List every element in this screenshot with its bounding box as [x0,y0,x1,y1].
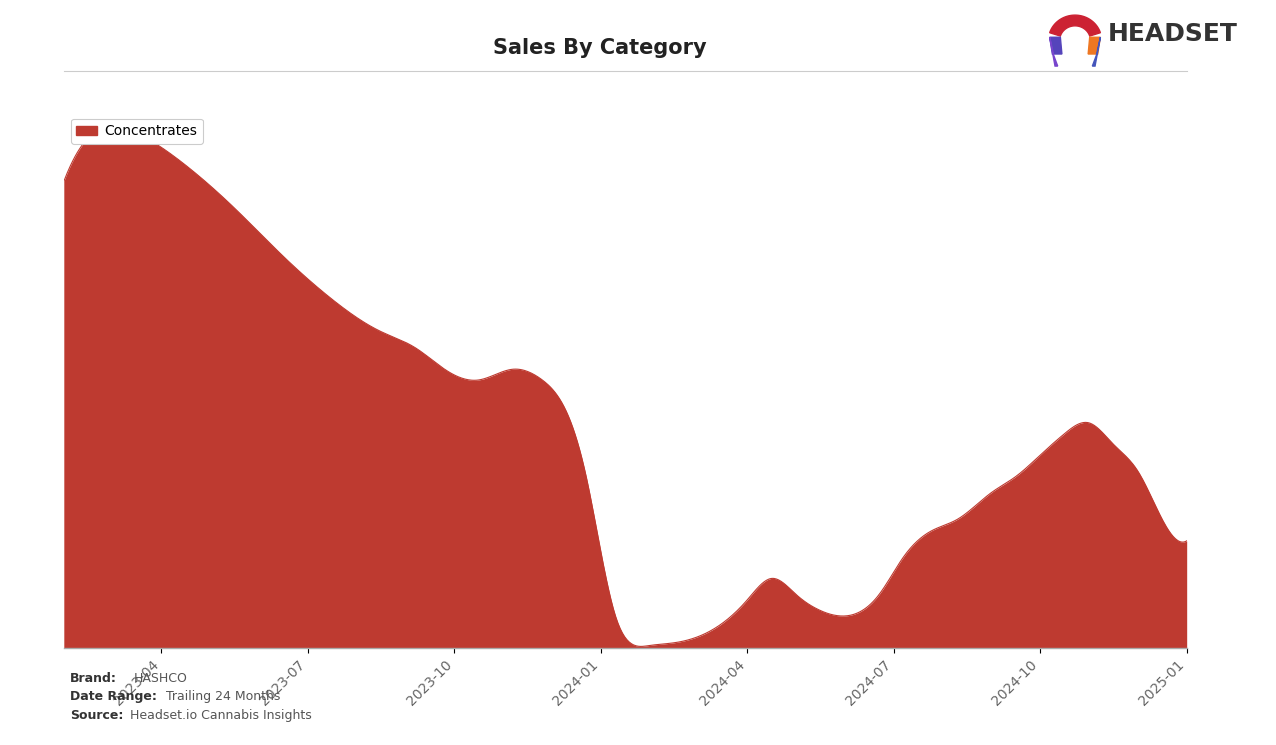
Text: Trailing 24 Months: Trailing 24 Months [166,691,281,703]
Text: Date Range:: Date Range: [70,691,157,703]
Polygon shape [1050,37,1058,66]
Polygon shape [1050,37,1062,54]
Polygon shape [1092,37,1100,66]
Legend: Concentrates: Concentrates [70,118,203,144]
Polygon shape [1050,15,1100,36]
Text: HASHCO: HASHCO [134,672,188,685]
Text: HEADSET: HEADSET [1108,22,1238,45]
Text: Headset.io Cannabis Insights: Headset.io Cannabis Insights [130,709,311,722]
Text: Sales By Category: Sales By Category [493,39,707,58]
Text: Brand:: Brand: [70,672,117,685]
Polygon shape [1088,37,1100,54]
Text: Source:: Source: [70,709,124,722]
